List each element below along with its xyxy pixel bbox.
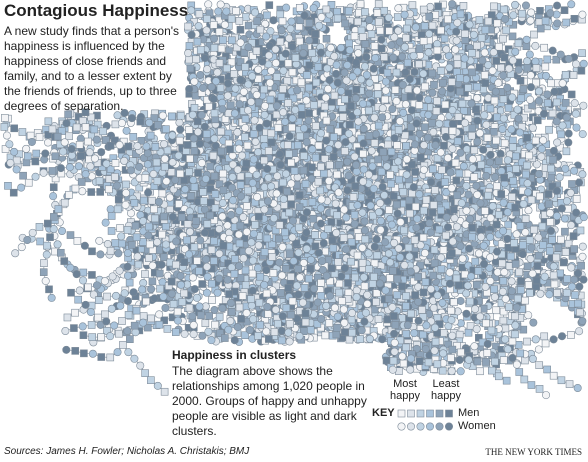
- network: [0, 0, 588, 431]
- graphic: Contagious Happiness A new study finds t…: [0, 0, 588, 457]
